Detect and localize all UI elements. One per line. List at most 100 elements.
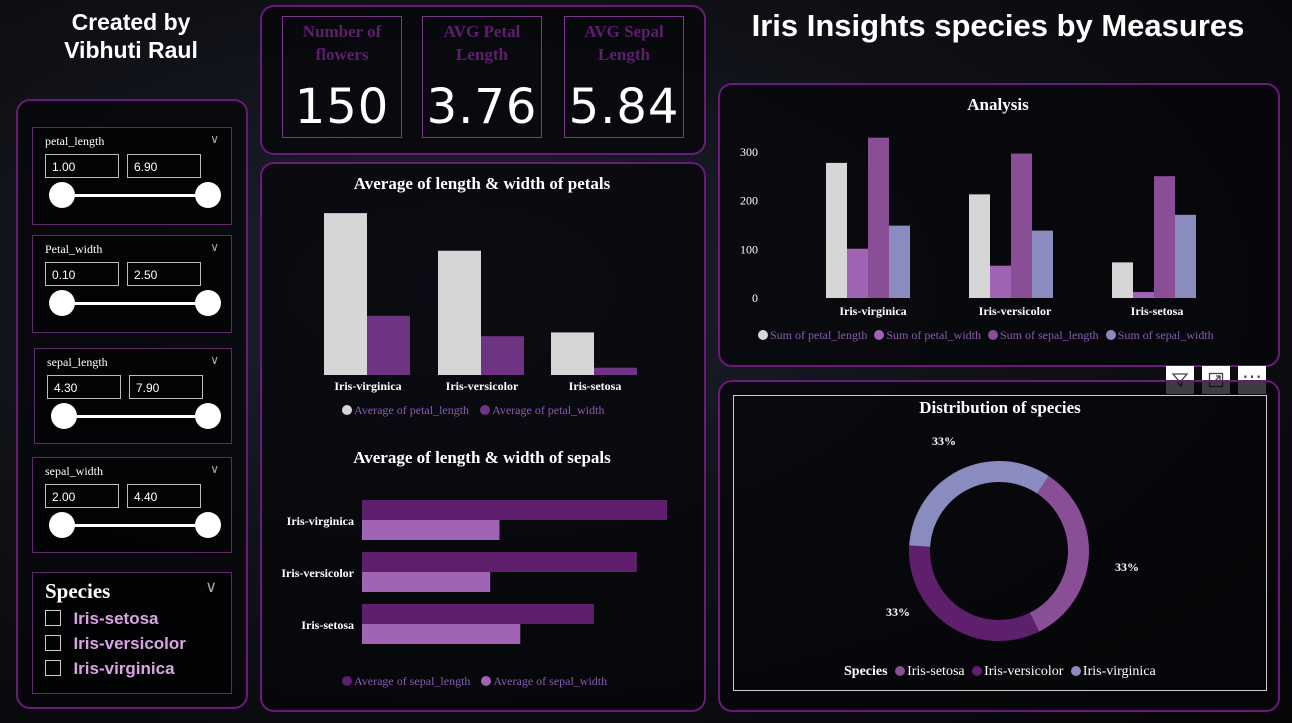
legend-dot — [342, 676, 352, 686]
slider-min-handle[interactable] — [49, 512, 75, 538]
legend-label: Average of petal_width — [492, 403, 605, 417]
bar — [868, 137, 889, 298]
bar — [847, 248, 868, 298]
legend-dot — [972, 666, 983, 676]
chevron-down-icon[interactable]: ∨ — [210, 132, 219, 146]
author-credit: Created by Vibhuti Raul — [20, 8, 242, 64]
legend-label: Iris-setosa — [907, 664, 965, 679]
bar — [438, 250, 481, 375]
chevron-down-icon[interactable]: ∨ — [210, 240, 219, 254]
x-tick-label: Iris-setosa — [1130, 304, 1184, 318]
legend-label: Sum of sepal_length — [1000, 328, 1099, 342]
slicer-sepal-width[interactable]: sepal_width ∨ 2.00 4.40 — [32, 457, 232, 553]
slicer-min-input[interactable]: 2.00 — [45, 484, 119, 508]
species-option-label: Iris-virginica — [73, 659, 175, 678]
bar — [1112, 262, 1133, 298]
sepals-chart — [362, 500, 667, 644]
y-tick-label: 100 — [740, 242, 758, 256]
legend-label: Iris-virginica — [1082, 664, 1156, 679]
analysis-chart: 0 100 200 300 — [740, 137, 1196, 305]
slider-track[interactable] — [63, 302, 209, 305]
slicer-max-input[interactable]: 7.90 — [129, 375, 203, 399]
y-tick-label: Iris-virginica — [286, 514, 354, 528]
y-tick-label: 0 — [752, 291, 758, 305]
legend-dot — [895, 666, 906, 676]
slicer-petal-length[interactable]: petal_length ∨ 1.00 6.90 — [32, 127, 232, 225]
legend-label: Average of petal_length — [354, 403, 470, 417]
slicer-max-input[interactable]: 2.50 — [127, 262, 201, 286]
kpi-title: AVG Petal Length — [443, 22, 521, 64]
slider-min-handle[interactable] — [51, 403, 77, 429]
kpi-value: 5.84 — [568, 79, 680, 135]
slider-max-handle[interactable] — [195, 182, 221, 208]
slicer-label: sepal_width — [45, 464, 103, 478]
kpi-card-count: Number of flowers 150 — [282, 16, 402, 138]
checkbox[interactable] — [45, 635, 61, 651]
legend-label: Iris-versicolor — [984, 664, 1064, 679]
species-option-versicolor[interactable]: Iris-versicolor — [45, 634, 186, 656]
slider-track[interactable] — [63, 524, 209, 527]
bar — [481, 336, 524, 375]
slider-max-handle[interactable] — [195, 290, 221, 316]
author-line-2: Vibhuti Raul — [64, 37, 198, 63]
slicer-label: petal_length — [45, 134, 105, 148]
bar — [362, 520, 500, 540]
kpi-card-avg-petal: AVG Petal Length 3.76 — [422, 16, 542, 138]
checkbox[interactable] — [45, 610, 61, 626]
slicer-petal-width[interactable]: Petal_width ∨ 0.10 2.50 — [32, 235, 232, 333]
legend-dot — [1070, 666, 1081, 676]
slicer-min-input[interactable]: 0.10 — [45, 262, 119, 286]
slicer-max-input[interactable]: 4.40 — [127, 484, 201, 508]
bar — [324, 213, 367, 375]
kpi-title: Number of flowers — [302, 22, 382, 64]
slice-data-label: 33% — [886, 605, 910, 619]
sepals-legend: Average of sepal_length Average of sepal… — [334, 674, 607, 689]
distribution-chart-title: Distribution of species — [919, 398, 1081, 417]
checkbox[interactable] — [45, 660, 61, 676]
y-tick-label: 200 — [740, 194, 758, 208]
kpi-value: 3.76 — [426, 79, 538, 135]
slider-track[interactable] — [65, 415, 211, 418]
page-title: Iris Insights species by Measures — [751, 8, 1245, 43]
slicer-sepal-length[interactable]: sepal_length ∨ 4.30 7.90 — [34, 348, 232, 444]
chevron-down-icon[interactable]: ∨ — [210, 353, 219, 367]
slider-min-handle[interactable] — [49, 290, 75, 316]
species-option-label: Iris-versicolor — [73, 634, 186, 653]
bar — [362, 604, 594, 624]
bar — [1154, 176, 1175, 298]
legend-dot — [342, 405, 352, 415]
chevron-down-icon[interactable]: ∨ — [205, 579, 217, 596]
slicer-min-input[interactable]: 4.30 — [47, 375, 121, 399]
species-option-setosa[interactable]: Iris-setosa — [45, 609, 159, 631]
kpi-title: AVG Sepal Length — [584, 22, 664, 64]
legend-dot — [481, 676, 492, 686]
y-tick-label: Iris-versicolor — [281, 566, 354, 580]
species-option-virginica[interactable]: Iris-virginica — [45, 659, 175, 681]
slider-max-handle[interactable] — [195, 512, 221, 538]
distribution-frame — [733, 395, 1267, 691]
y-tick-label: 300 — [740, 145, 758, 159]
slicer-min-input[interactable]: 1.00 — [45, 154, 119, 178]
author-line-1: Created by — [71, 9, 191, 35]
slider-max-handle[interactable] — [195, 403, 221, 429]
bar — [594, 367, 637, 375]
petals-chart — [324, 213, 637, 375]
legend-dot — [1105, 330, 1116, 340]
bar — [1175, 214, 1196, 298]
slice-data-label: 33% — [932, 434, 956, 448]
slider-track[interactable] — [63, 194, 209, 197]
legend-dot — [480, 405, 491, 415]
x-tick-label: Iris-versicolor — [445, 379, 519, 393]
bar — [889, 225, 910, 298]
analysis-chart-title: Analysis — [967, 95, 1029, 114]
x-tick-label: Iris-virginica — [334, 379, 402, 393]
bar — [551, 332, 594, 375]
bar — [990, 265, 1011, 298]
sepals-chart-title: Average of length & width of sepals — [353, 448, 611, 467]
chevron-down-icon[interactable]: ∨ — [210, 462, 219, 476]
slicer-label: sepal_length — [47, 355, 108, 369]
slider-min-handle[interactable] — [49, 182, 75, 208]
bar — [969, 194, 990, 298]
slicer-max-input[interactable]: 6.90 — [127, 154, 201, 178]
bar — [1011, 153, 1032, 298]
